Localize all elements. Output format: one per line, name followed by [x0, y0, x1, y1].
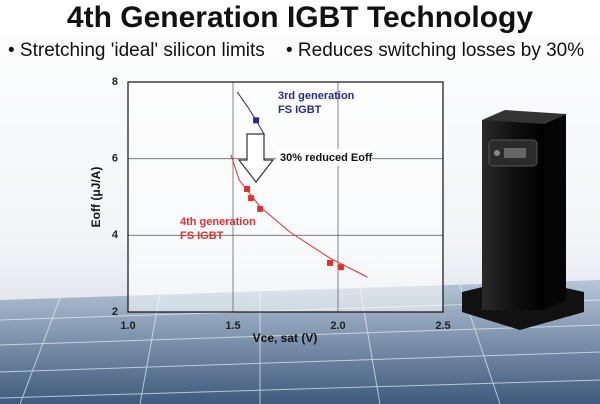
annotation: 3rd generation	[278, 90, 355, 102]
y-axis-label: Eoff (μJ/A)	[89, 167, 103, 228]
plot-area	[128, 82, 443, 312]
bullet: • Stretching 'ideal' silicon limits	[8, 40, 265, 61]
fit-curve	[230, 154, 368, 278]
point	[327, 259, 334, 266]
x-tick-label: 2.0	[330, 320, 345, 332]
arrow	[237, 133, 275, 183]
title: 4th Generation IGBT Technology	[67, 1, 533, 34]
annotation: 4th generation	[180, 216, 256, 228]
y-tick-label: 2	[112, 306, 118, 318]
x-tick-label: 2.5	[435, 320, 450, 332]
point	[248, 195, 255, 202]
x-tick-label: 1.0	[120, 320, 135, 332]
annotation: 30% reduced Eoff	[280, 152, 373, 164]
annotation: FS IGBT	[278, 104, 322, 116]
annotation-bg	[276, 149, 372, 166]
x-axis-label: Vce, sat (V)	[253, 331, 318, 345]
y-tick-label: 4	[112, 229, 119, 241]
point	[253, 117, 260, 124]
ups-device	[462, 110, 584, 330]
point	[337, 264, 344, 271]
annotation: FS IGBT	[180, 230, 224, 242]
point	[244, 185, 251, 192]
fit-curve	[236, 91, 265, 136]
plot-frame	[127, 81, 444, 313]
point	[257, 205, 264, 212]
y-tick-label: 6	[112, 153, 118, 165]
y-tick-label: 8	[112, 76, 118, 88]
bullet: • Reduces switching losses by 30%	[286, 40, 584, 61]
x-tick-label: 1.5	[225, 320, 240, 332]
